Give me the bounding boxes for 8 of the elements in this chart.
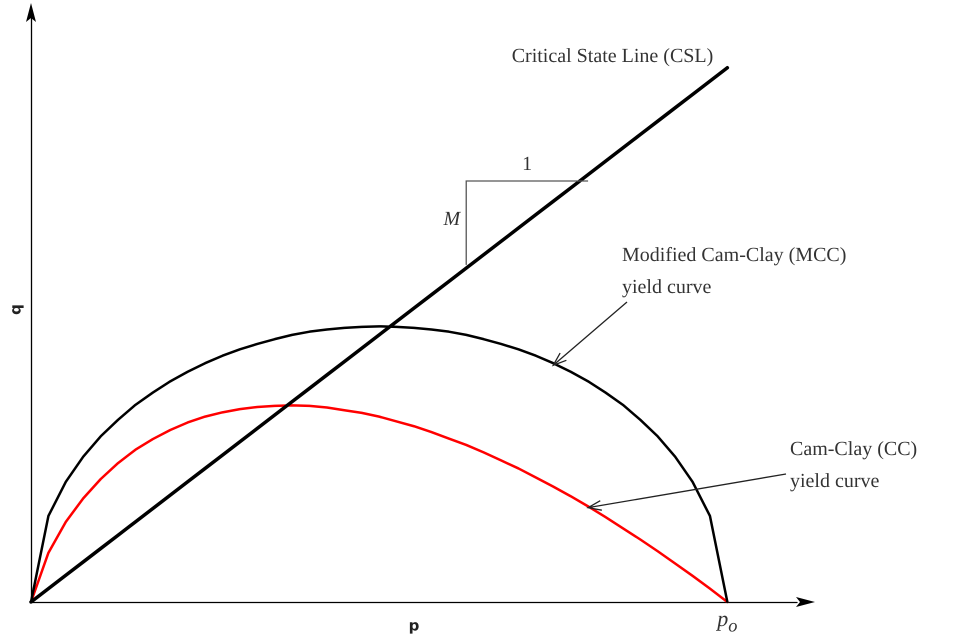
annotation: M: [442, 206, 460, 232]
text: p$_{o}$: [715, 605, 738, 638]
x-axis-title: p: [408, 616, 420, 634]
annotation: 1: [521, 152, 534, 177]
annotation: Cam-Clay (CC) yield curve: [790, 437, 918, 494]
annotation: Modified Cam-Clay (MCC) yield curve: [622, 243, 848, 300]
text: Critical State Line (CSL): [510, 44, 714, 69]
y-axis-title: q: [6, 304, 24, 315]
